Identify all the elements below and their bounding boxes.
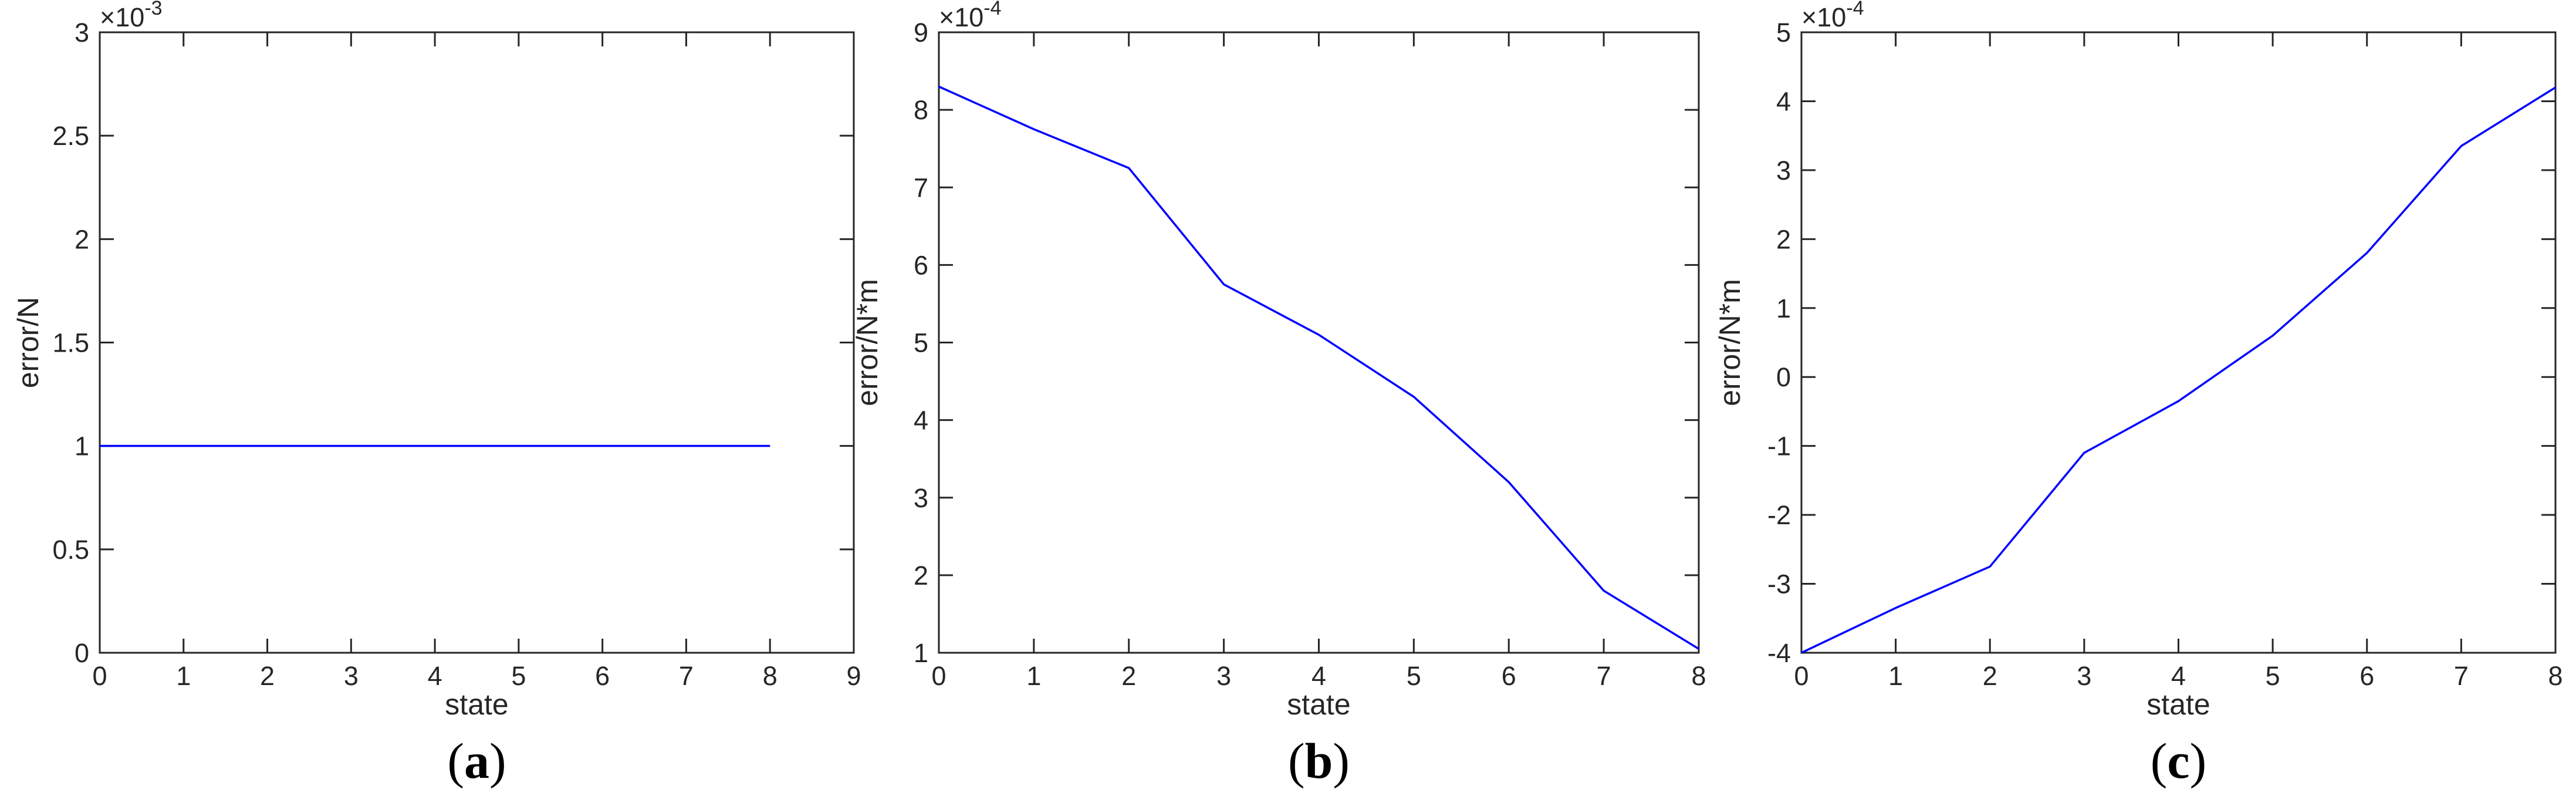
caption-open-paren: (	[2151, 733, 2168, 789]
x-tick-label: 4	[2171, 661, 2186, 691]
x-axis-label: state	[2146, 688, 2210, 721]
x-tick-label: 1	[1026, 661, 1041, 691]
y-axis-label: error/N*m	[851, 279, 884, 406]
y-tick-label: 0.5	[52, 535, 89, 565]
y-tick-label: -3	[1767, 569, 1791, 599]
y-tick-label: 0	[1776, 362, 1791, 392]
x-tick-label: 2	[1983, 661, 1997, 691]
x-tick-label: 2	[1121, 661, 1136, 691]
chart-panel-c: 0 1 2 3 4 5 6 7 8-4-3-2-1012345×10-4stateerror/N…	[1713, 0, 2563, 789]
caption-open-paren: (	[1288, 733, 1305, 789]
x-tick-label: 5	[511, 661, 526, 691]
y-tick-label: -1	[1767, 431, 1791, 461]
y-tick-label: 4	[914, 406, 928, 436]
exponent-power: -4	[1846, 0, 1864, 19]
y-tick-label: 7	[914, 173, 928, 203]
x-axis-label: state	[1287, 688, 1350, 721]
y-tick-label: 1	[914, 638, 928, 668]
caption-letter: c	[2167, 733, 2189, 789]
y-tick-label: 8	[914, 95, 928, 125]
plot-frame	[938, 31, 1700, 654]
exponent-power: -4	[983, 0, 1001, 19]
caption-open-paren: (	[447, 733, 464, 789]
y-tick-label: -2	[1767, 500, 1791, 530]
y-tick-label: 1	[75, 431, 89, 461]
caption-letter: a	[464, 733, 489, 789]
x-tick-label: 1	[176, 661, 191, 691]
caption-close-paren: )	[2190, 733, 2207, 789]
x-tick-label: 2	[260, 661, 275, 691]
x-tick-label: 6	[1502, 661, 1516, 691]
x-axis-label: state	[445, 688, 508, 721]
x-tick-label: 7	[2454, 661, 2469, 691]
caption-letter: b	[1305, 733, 1333, 789]
y-tick-label: 2	[914, 561, 928, 591]
x-tick-label: 4	[428, 661, 442, 691]
x-tick-label: 7	[1597, 661, 1611, 691]
y-tick-label: 2	[75, 224, 89, 254]
x-tick-label: 0	[92, 661, 107, 691]
exponent-base: ×10	[100, 2, 144, 32]
x-tick-label: 9	[846, 661, 861, 691]
plot-frame	[99, 31, 855, 654]
y-axis-label: error/N	[12, 297, 45, 389]
x-tick-label: 6	[2359, 661, 2374, 691]
x-tick-label: 5	[1407, 661, 1421, 691]
y-tick-label: 2	[1776, 224, 1791, 254]
x-tick-label: 3	[344, 661, 359, 691]
y-tick-label: 9	[914, 18, 928, 48]
panel-caption: (a)	[447, 733, 506, 789]
y-tick-label: 0	[75, 638, 89, 668]
panel-caption: (b)	[1288, 733, 1350, 789]
y-tick-label: 3	[75, 18, 89, 48]
x-tick-label: 3	[1216, 661, 1231, 691]
y-exponent-label: ×10-4	[939, 0, 1002, 32]
x-tick-label: 3	[2077, 661, 2091, 691]
exponent-base: ×10	[939, 2, 983, 32]
y-exponent-label: ×10-3	[100, 0, 163, 32]
y-axis-label: error/N*m	[1713, 279, 1746, 406]
chart-panel-a: 0 1 2 3 4 5 6 7 8 9 0 0.5 1 1.5 2 2.5 3 ×10-3 state error/N…	[12, 0, 861, 789]
caption-close-paren: )	[489, 733, 506, 789]
series-line	[1801, 86, 2556, 654]
y-exponent-label: ×10-4	[1801, 0, 1864, 32]
y-tick-label: 5	[914, 328, 928, 358]
x-tick-label: 6	[595, 661, 610, 691]
exponent-power: -3	[144, 0, 162, 19]
y-tick-label: 3	[1776, 156, 1791, 185]
y-tick-label: 5	[1776, 18, 1791, 48]
x-tick-label: 5	[2266, 661, 2280, 691]
exponent-base: ×10	[1801, 2, 1846, 32]
y-tick-label: 4	[1776, 86, 1791, 116]
x-tick-label: 8	[763, 661, 777, 691]
panel-caption: (c)	[2151, 733, 2206, 789]
y-tick-label: 1.5	[52, 328, 89, 358]
y-tick-label: -4	[1767, 638, 1791, 668]
x-tick-label: 0	[931, 661, 946, 691]
plot-frame	[1800, 31, 2557, 654]
x-tick-label: 7	[679, 661, 694, 691]
x-tick-label: 8	[1691, 661, 1706, 691]
x-tick-label: 1	[1888, 661, 1903, 691]
x-tick-label: 0	[1794, 661, 1808, 691]
x-tick-label: 4	[1311, 661, 1326, 691]
x-tick-label: 8	[2548, 661, 2563, 691]
y-tick-label: 3	[914, 483, 928, 513]
y-tick-label: 1	[1776, 294, 1791, 323]
series-line	[938, 85, 1699, 650]
caption-close-paren: )	[1333, 733, 1350, 789]
y-tick-label: 6	[914, 250, 928, 280]
y-tick-label: 2.5	[52, 121, 89, 151]
